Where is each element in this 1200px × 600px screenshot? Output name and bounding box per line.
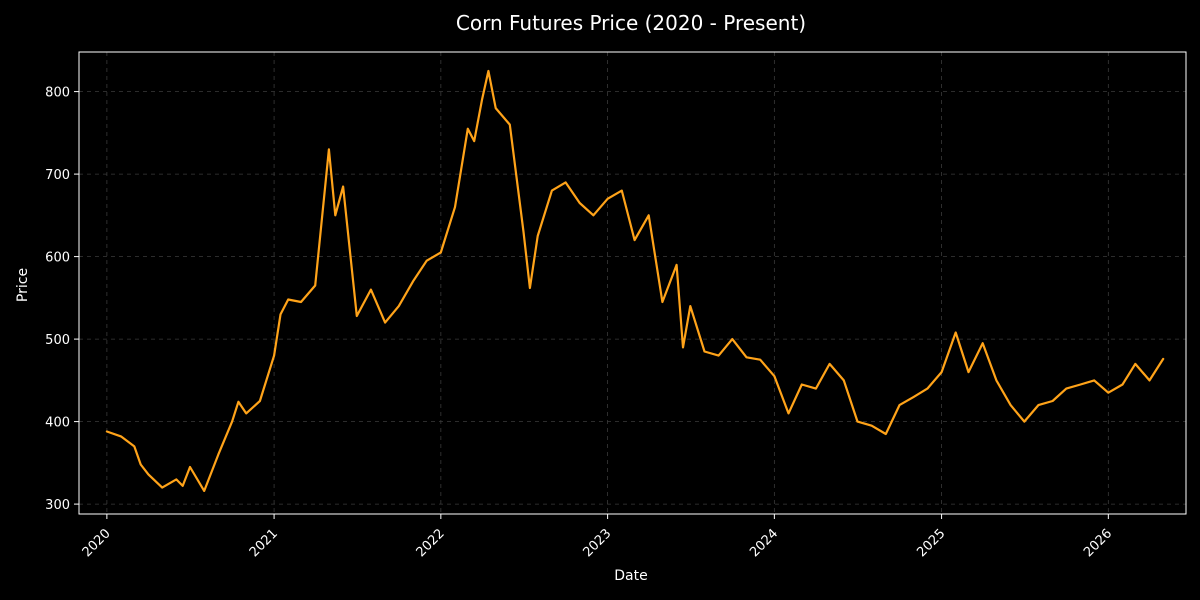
y-axis-ticks: 300 400 500 600 700 800	[45, 86, 79, 513]
gridlines	[79, 52, 1186, 514]
y-tick-label: 400	[45, 416, 70, 431]
chart-title: Corn Futures Price (2020 - Present)	[456, 11, 806, 35]
price-series-line	[105, 69, 1165, 492]
x-axis-label: Date	[614, 568, 647, 584]
y-tick-label: 600	[45, 251, 70, 266]
plot-frame	[78, 51, 1187, 515]
y-tick-label: 500	[45, 333, 70, 348]
y-tick-label: 700	[45, 168, 70, 183]
series-layer	[105, 69, 1165, 492]
y-tick-label: 300	[45, 498, 70, 513]
y-tick-label: 800	[45, 86, 70, 101]
y-axis-label: Price	[15, 268, 31, 302]
